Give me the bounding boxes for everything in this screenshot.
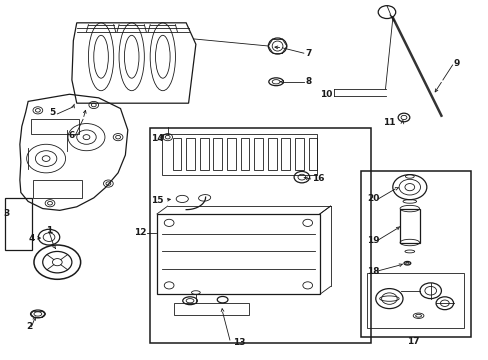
Text: 17: 17 [407,337,419,346]
Text: 20: 20 [366,194,379,203]
Text: 18: 18 [366,267,379,276]
Text: 19: 19 [366,235,379,244]
Text: 13: 13 [233,338,245,347]
Text: 5: 5 [49,108,55,117]
Text: 1: 1 [46,225,52,234]
Bar [200,138,208,170]
Text: 6: 6 [68,131,75,140]
Bar [254,138,263,170]
Bar [308,138,317,170]
Text: 11: 11 [382,118,395,127]
Bar [361,171,469,337]
Bar [186,138,195,170]
Text: 7: 7 [305,49,311,58]
Text: 10: 10 [319,90,331,99]
Bar [30,119,79,134]
Bar [5,198,32,249]
Bar [33,180,81,198]
Bar [294,138,303,170]
Bar [157,214,319,294]
Bar [213,138,222,170]
Text: 3: 3 [3,210,10,219]
Text: 16: 16 [311,175,324,184]
Text: 14: 14 [151,134,163,143]
Bar [172,138,181,170]
Bar [281,138,289,170]
Bar [366,273,463,328]
Bar [162,134,317,175]
Text: 2: 2 [27,322,33,331]
Text: 9: 9 [453,59,459,68]
Text: 12: 12 [134,228,146,237]
Bar [399,208,419,243]
Bar [240,138,249,170]
Text: 4: 4 [28,234,35,243]
Text: 15: 15 [151,196,163,205]
Bar [267,138,276,170]
Bar [149,128,370,342]
Text: 8: 8 [305,77,311,86]
Bar [226,138,235,170]
Bar [174,303,249,315]
